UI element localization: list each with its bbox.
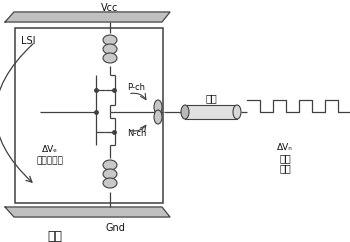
Text: ΔVₙ: ΔVₙ (277, 144, 293, 152)
Ellipse shape (103, 160, 117, 170)
Text: 信號: 信號 (279, 153, 291, 163)
Ellipse shape (103, 35, 117, 45)
Ellipse shape (181, 105, 189, 119)
Text: LSI: LSI (21, 36, 35, 46)
Ellipse shape (103, 53, 117, 63)
Ellipse shape (154, 100, 162, 114)
Ellipse shape (103, 169, 117, 179)
Ellipse shape (103, 44, 117, 54)
Text: ΔVₑ: ΔVₑ (42, 145, 58, 154)
Polygon shape (5, 207, 170, 217)
Ellipse shape (154, 110, 162, 124)
Text: N-ch: N-ch (127, 129, 146, 137)
Text: 噌訊驅動源: 噌訊驅動源 (36, 157, 63, 166)
Text: P-ch: P-ch (127, 83, 145, 92)
Text: Vcc: Vcc (101, 3, 119, 13)
Text: 整合: 整合 (205, 93, 217, 103)
Ellipse shape (233, 105, 241, 119)
Polygon shape (5, 12, 170, 22)
Bar (15, 28, 163, 203)
Text: Gnd: Gnd (105, 223, 125, 233)
Text: 動作: 動作 (48, 230, 63, 242)
Text: 波形: 波形 (279, 163, 291, 173)
Ellipse shape (103, 178, 117, 188)
Bar (185, 105, 237, 119)
